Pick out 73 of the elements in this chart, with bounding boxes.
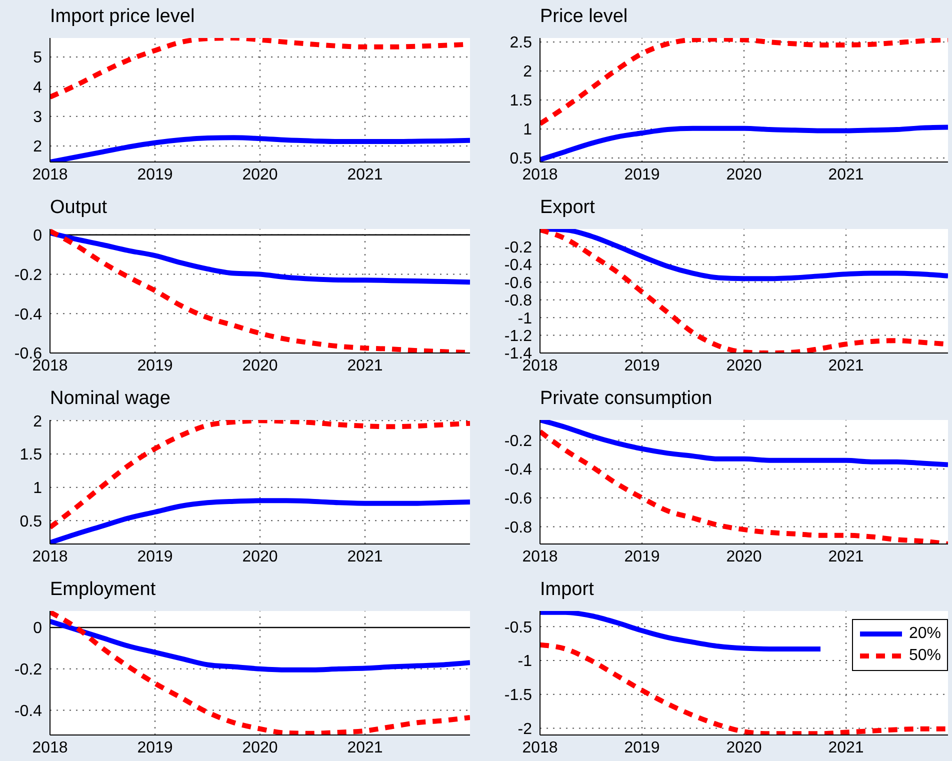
x-tick-label: 2020	[242, 166, 278, 184]
x-tick-label: 2021	[828, 357, 864, 374]
y-tick-label: -0.4	[14, 306, 42, 324]
y-tick-label: -2	[518, 720, 532, 738]
y-tick-label: -0.4	[14, 702, 42, 720]
x-tick-label: 2020	[242, 548, 278, 566]
x-tick-label: 2021	[347, 548, 383, 566]
x-tick-label: 2020	[726, 548, 762, 566]
chart-title: Price level	[540, 6, 628, 28]
x-tick-label: 2018	[522, 739, 558, 756]
x-tick-label: 2019	[624, 548, 660, 566]
x-tick-label: 2020	[726, 357, 762, 374]
y-tick-label: 3	[33, 108, 42, 126]
x-tick-label: 2021	[828, 166, 864, 184]
y-tick-label: -0.2	[14, 266, 42, 284]
x-tick-label: 2021	[828, 739, 864, 756]
x-tick-label: 2020	[726, 739, 762, 756]
x-tick-label: 2018	[522, 548, 558, 566]
y-tick-label: 0	[33, 228, 42, 245]
x-tick-label: 2019	[137, 548, 173, 566]
legend-label: 20%	[908, 624, 941, 644]
y-tick-label: 1.5	[20, 446, 42, 464]
y-tick-label: 4	[33, 79, 42, 96]
y-tick-label: -0.8	[504, 519, 532, 536]
x-tick-label: 2021	[347, 166, 383, 184]
x-tick-label: 2021	[347, 357, 383, 374]
x-tick-label: 2019	[624, 166, 660, 184]
chart-title: Employment	[50, 579, 156, 601]
y-tick-label: 1	[523, 122, 532, 139]
chart-title: Import price level	[50, 6, 195, 28]
x-tick-label: 2021	[828, 548, 864, 566]
y-tick-label: 2	[33, 138, 42, 156]
x-tick-label: 2020	[242, 357, 278, 374]
y-tick-label: -0.2	[504, 432, 532, 450]
legend-label: 50%	[908, 646, 941, 666]
y-tick-label: -0.6	[504, 274, 532, 292]
y-tick-label: -1.2	[504, 328, 532, 345]
y-tick-label: -0.8	[504, 292, 532, 310]
y-tick-label: 1	[33, 480, 42, 498]
chart-title: Import	[540, 579, 594, 601]
y-tick-label: 1.5	[510, 92, 532, 110]
y-tick-label: 0	[33, 620, 42, 638]
y-tick-label: -1.5	[504, 687, 532, 704]
x-tick-label: 2018	[32, 548, 68, 566]
chart-title: Nominal wage	[50, 388, 170, 410]
y-tick-label: -0.5	[504, 619, 532, 636]
x-tick-label: 2021	[347, 739, 383, 756]
y-tick-label: 5	[33, 50, 42, 67]
y-tick-label: 0.5	[510, 150, 532, 168]
y-tick-label: -0.2	[14, 662, 42, 679]
x-tick-label: 2018	[522, 166, 558, 184]
y-tick-label: 2.5	[510, 34, 532, 52]
y-tick-label: -0.6	[504, 490, 532, 508]
x-tick-label: 2018	[32, 166, 68, 184]
chart-title: Private consumption	[540, 388, 712, 410]
y-tick-label: 2	[523, 64, 532, 81]
y-tick-label: -1	[518, 310, 532, 328]
y-tick-label: -1	[518, 653, 532, 670]
x-tick-label: 2019	[137, 739, 173, 756]
x-tick-label: 2019	[624, 739, 660, 756]
y-tick-label: -0.2	[504, 239, 532, 256]
x-tick-label: 2020	[242, 739, 278, 756]
y-tick-label: -0.4	[504, 462, 532, 479]
x-tick-label: 2018	[32, 739, 68, 756]
chart-title: Output	[50, 197, 108, 219]
y-tick-label: -0.4	[504, 257, 532, 274]
chart-title: Export	[540, 197, 595, 219]
x-tick-label: 2019	[137, 166, 173, 184]
x-tick-label: 2019	[137, 357, 173, 374]
x-tick-label: 2019	[624, 357, 660, 374]
y-tick-label: 0.5	[20, 513, 42, 530]
y-tick-label: 2	[33, 413, 42, 430]
x-tick-label: 2020	[726, 166, 762, 184]
